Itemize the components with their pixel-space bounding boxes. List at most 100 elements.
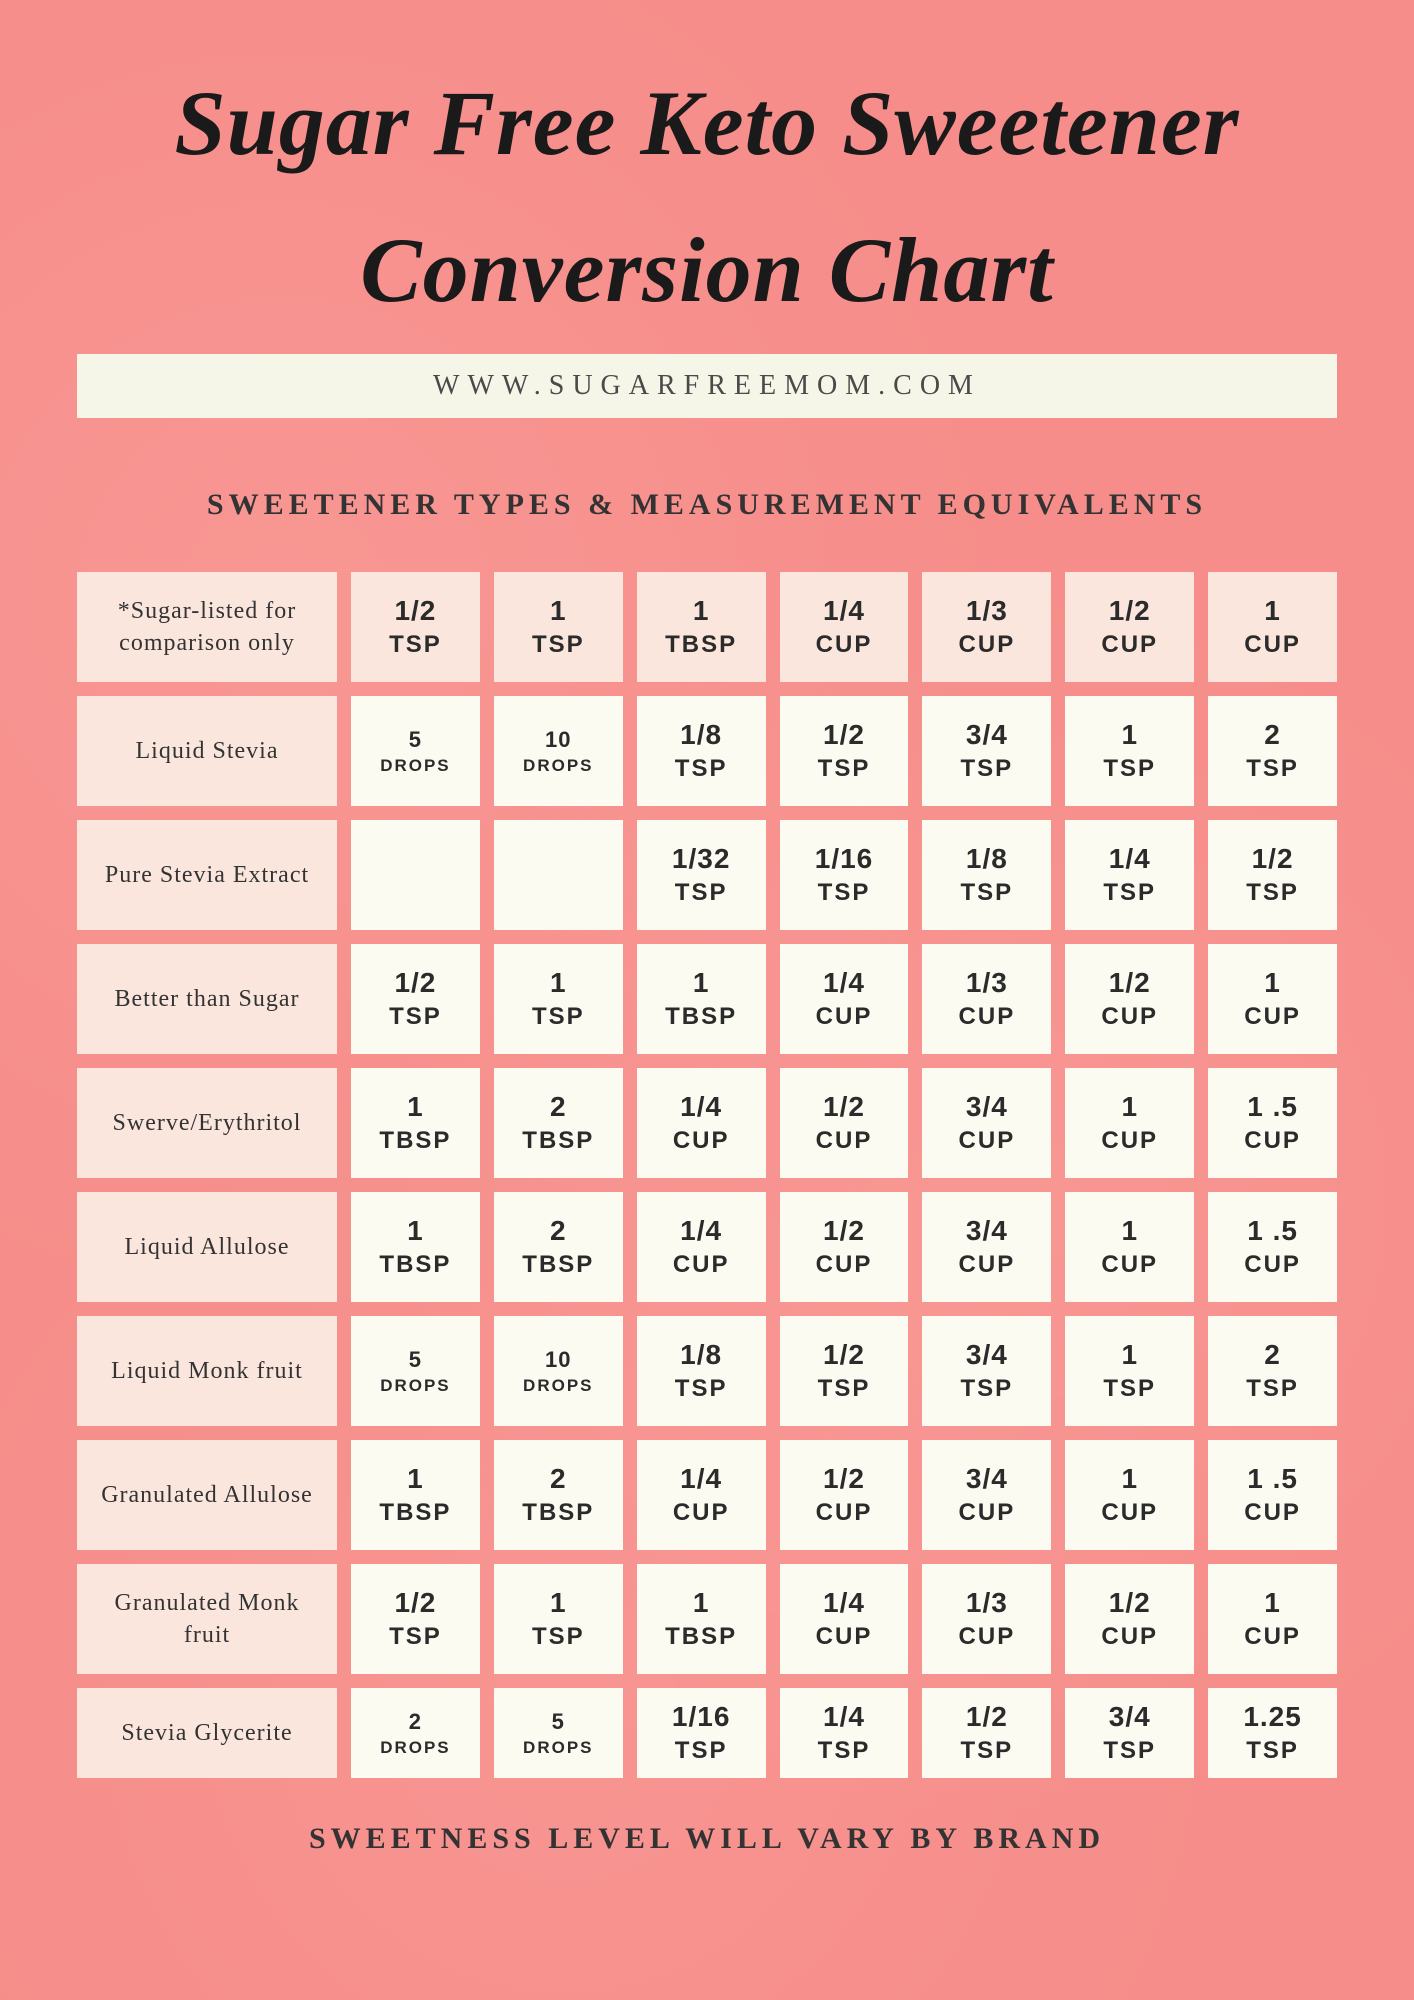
measurement-cell: 1/2 TSP <box>351 1564 480 1674</box>
cell-unit: TSP <box>1246 1737 1299 1765</box>
sweetener-label: Better than Sugar <box>77 944 337 1054</box>
cell-value: 1 <box>407 1463 424 1495</box>
table-row: Pure Stevia Extract1/32TSP1/16TSP1/8TSP1… <box>77 820 1337 930</box>
cell-value: 3/4 <box>966 1215 1008 1247</box>
sweetener-label: Liquid Monk fruit <box>77 1316 337 1426</box>
cell-value: 1/2 <box>823 1339 865 1371</box>
cell-value: 1/4 <box>823 595 865 627</box>
cell-value: 1/2 <box>966 1701 1008 1733</box>
measurement-cell: 1TBSP <box>351 1440 480 1550</box>
column-header: 1CUP <box>1208 572 1337 682</box>
measurement-cell: 1TSP <box>1065 1316 1194 1426</box>
cell-unit: TSP <box>389 1003 442 1031</box>
cell-unit: DROPS <box>380 1376 450 1396</box>
cell-value: 1 <box>1121 1463 1138 1495</box>
measurement-cell: 1CUP <box>1065 1068 1194 1178</box>
measurement-cell: 1TBSP <box>351 1068 480 1178</box>
measurement-cell: 1 .5CUP <box>1208 1440 1337 1550</box>
cell-unit: TSP <box>389 1623 442 1651</box>
cell-unit: TSP <box>389 631 442 659</box>
cell-unit: CUP <box>1101 1623 1158 1651</box>
measurement-cell: 2DROPS <box>351 1688 480 1778</box>
measurement-cell: 1/4CUP <box>637 1068 766 1178</box>
measurement-cell: 1/4TSP <box>1065 820 1194 930</box>
cell-unit: TSP <box>1246 755 1299 783</box>
measurement-cell: 1TBSP <box>637 1564 766 1674</box>
cell-value: 1/2 <box>1252 843 1294 875</box>
cell-value: 1/2 <box>394 1587 436 1619</box>
measurement-cell: 1/8TSP <box>637 1316 766 1426</box>
cell-unit: TSP <box>1246 1375 1299 1403</box>
cell-value: 10 <box>545 1347 571 1372</box>
cell-value: 1/4 <box>823 1701 865 1733</box>
cell-value: 1 <box>1264 967 1281 999</box>
measurement-cell: 1/2 TSP <box>1208 820 1337 930</box>
measurement-cell: 3/4TSP <box>922 1316 1051 1426</box>
header-label: *Sugar-listed for comparison only <box>77 572 337 682</box>
cell-value: 1 <box>693 1587 710 1619</box>
cell-unit: CUP <box>1244 1499 1301 1527</box>
cell-unit: TSP <box>818 879 871 907</box>
measurement-cell: 2TSP <box>1208 696 1337 806</box>
cell-unit: CUP <box>1244 1127 1301 1155</box>
cell-value: 3/4 <box>1109 1701 1151 1733</box>
measurement-cell: 2TBSP <box>494 1068 623 1178</box>
cell-value: 1/4 <box>680 1091 722 1123</box>
measurement-cell: 1/4TSP <box>780 1688 909 1778</box>
measurement-cell: 1/2 TSP <box>922 1688 1051 1778</box>
sweetener-label: Swerve/Erythritol <box>77 1068 337 1178</box>
cell-unit: TSP <box>532 1003 585 1031</box>
cell-value: 2 <box>1264 1339 1281 1371</box>
cell-unit: CUP <box>1244 1251 1301 1279</box>
cell-value: 5 <box>409 1347 422 1372</box>
cell-value: 1/3 <box>966 595 1008 627</box>
cell-value: 1/2 <box>394 595 436 627</box>
cell-unit: CUP <box>1101 1499 1158 1527</box>
cell-value: 1 <box>1121 719 1138 751</box>
measurement-cell: 5DROPS <box>351 696 480 806</box>
cell-unit: CUP <box>816 1623 873 1651</box>
cell-unit: CUP <box>959 1251 1016 1279</box>
cell-unit: TSP <box>961 1737 1014 1765</box>
cell-unit: TSP <box>1246 879 1299 907</box>
cell-value: 1 <box>1121 1339 1138 1371</box>
cell-unit: TSP <box>961 1375 1014 1403</box>
cell-value: 3/4 <box>966 719 1008 751</box>
cell-unit: TBSP <box>665 1003 737 1031</box>
measurement-cell: 1 .5CUP <box>1208 1068 1337 1178</box>
measurement-cell: 1CUP <box>1208 1564 1337 1674</box>
measurement-cell: 1/2TSP <box>351 944 480 1054</box>
cell-value: 1 <box>550 1587 567 1619</box>
measurement-cell: 2 TSP <box>1208 1316 1337 1426</box>
cell-unit: TSP <box>675 1737 728 1765</box>
cell-unit: CUP <box>1101 1127 1158 1155</box>
cell-value: 1/2 <box>823 1215 865 1247</box>
cell-unit: DROPS <box>523 1738 593 1758</box>
cell-unit: TSP <box>675 755 728 783</box>
column-header: 1TBSP <box>637 572 766 682</box>
table-row: Liquid Stevia5DROPS10DROPS1/8TSP1/2TSP3/… <box>77 696 1337 806</box>
cell-value: 3/4 <box>966 1463 1008 1495</box>
measurement-cell: 1/16TSP <box>780 820 909 930</box>
table-header-row: *Sugar-listed for comparison only 1/2 TSP 1… <box>77 572 1337 682</box>
measurement-cell: 1.25TSP <box>1208 1688 1337 1778</box>
footer-note: SWEETNESS LEVEL WILL VARY BY BRAND <box>309 1822 1105 1856</box>
sweetener-label: Pure Stevia Extract <box>77 820 337 930</box>
measurement-cell: 1/2CUP <box>780 1192 909 1302</box>
cell-value: 1 .5 <box>1247 1215 1298 1247</box>
table-row: Liquid Monk fruit5DROPS10DROPS1/8TSP1/2T… <box>77 1316 1337 1426</box>
measurement-cell: 1/3CUP <box>922 944 1051 1054</box>
cell-unit: CUP <box>816 1127 873 1155</box>
cell-unit: TBSP <box>522 1127 594 1155</box>
measurement-cell: 2TBSP <box>494 1192 623 1302</box>
cell-value: 1/8 <box>680 1339 722 1371</box>
cell-unit: CUP <box>1101 1251 1158 1279</box>
cell-value: 1 <box>1121 1215 1138 1247</box>
cell-unit: DROPS <box>380 756 450 776</box>
column-header: 1TSP <box>494 572 623 682</box>
cell-value: 2 <box>409 1709 422 1734</box>
cell-unit: CUP <box>816 1003 873 1031</box>
cell-value: 1 <box>407 1091 424 1123</box>
measurement-cell: 1/2CUP <box>1065 1564 1194 1674</box>
cell-unit: CUP <box>959 1003 1016 1031</box>
